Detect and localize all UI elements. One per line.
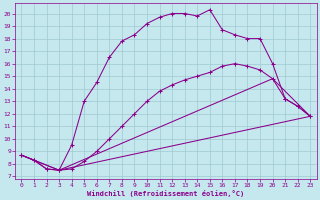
X-axis label: Windchill (Refroidissement éolien,°C): Windchill (Refroidissement éolien,°C) <box>87 190 244 197</box>
